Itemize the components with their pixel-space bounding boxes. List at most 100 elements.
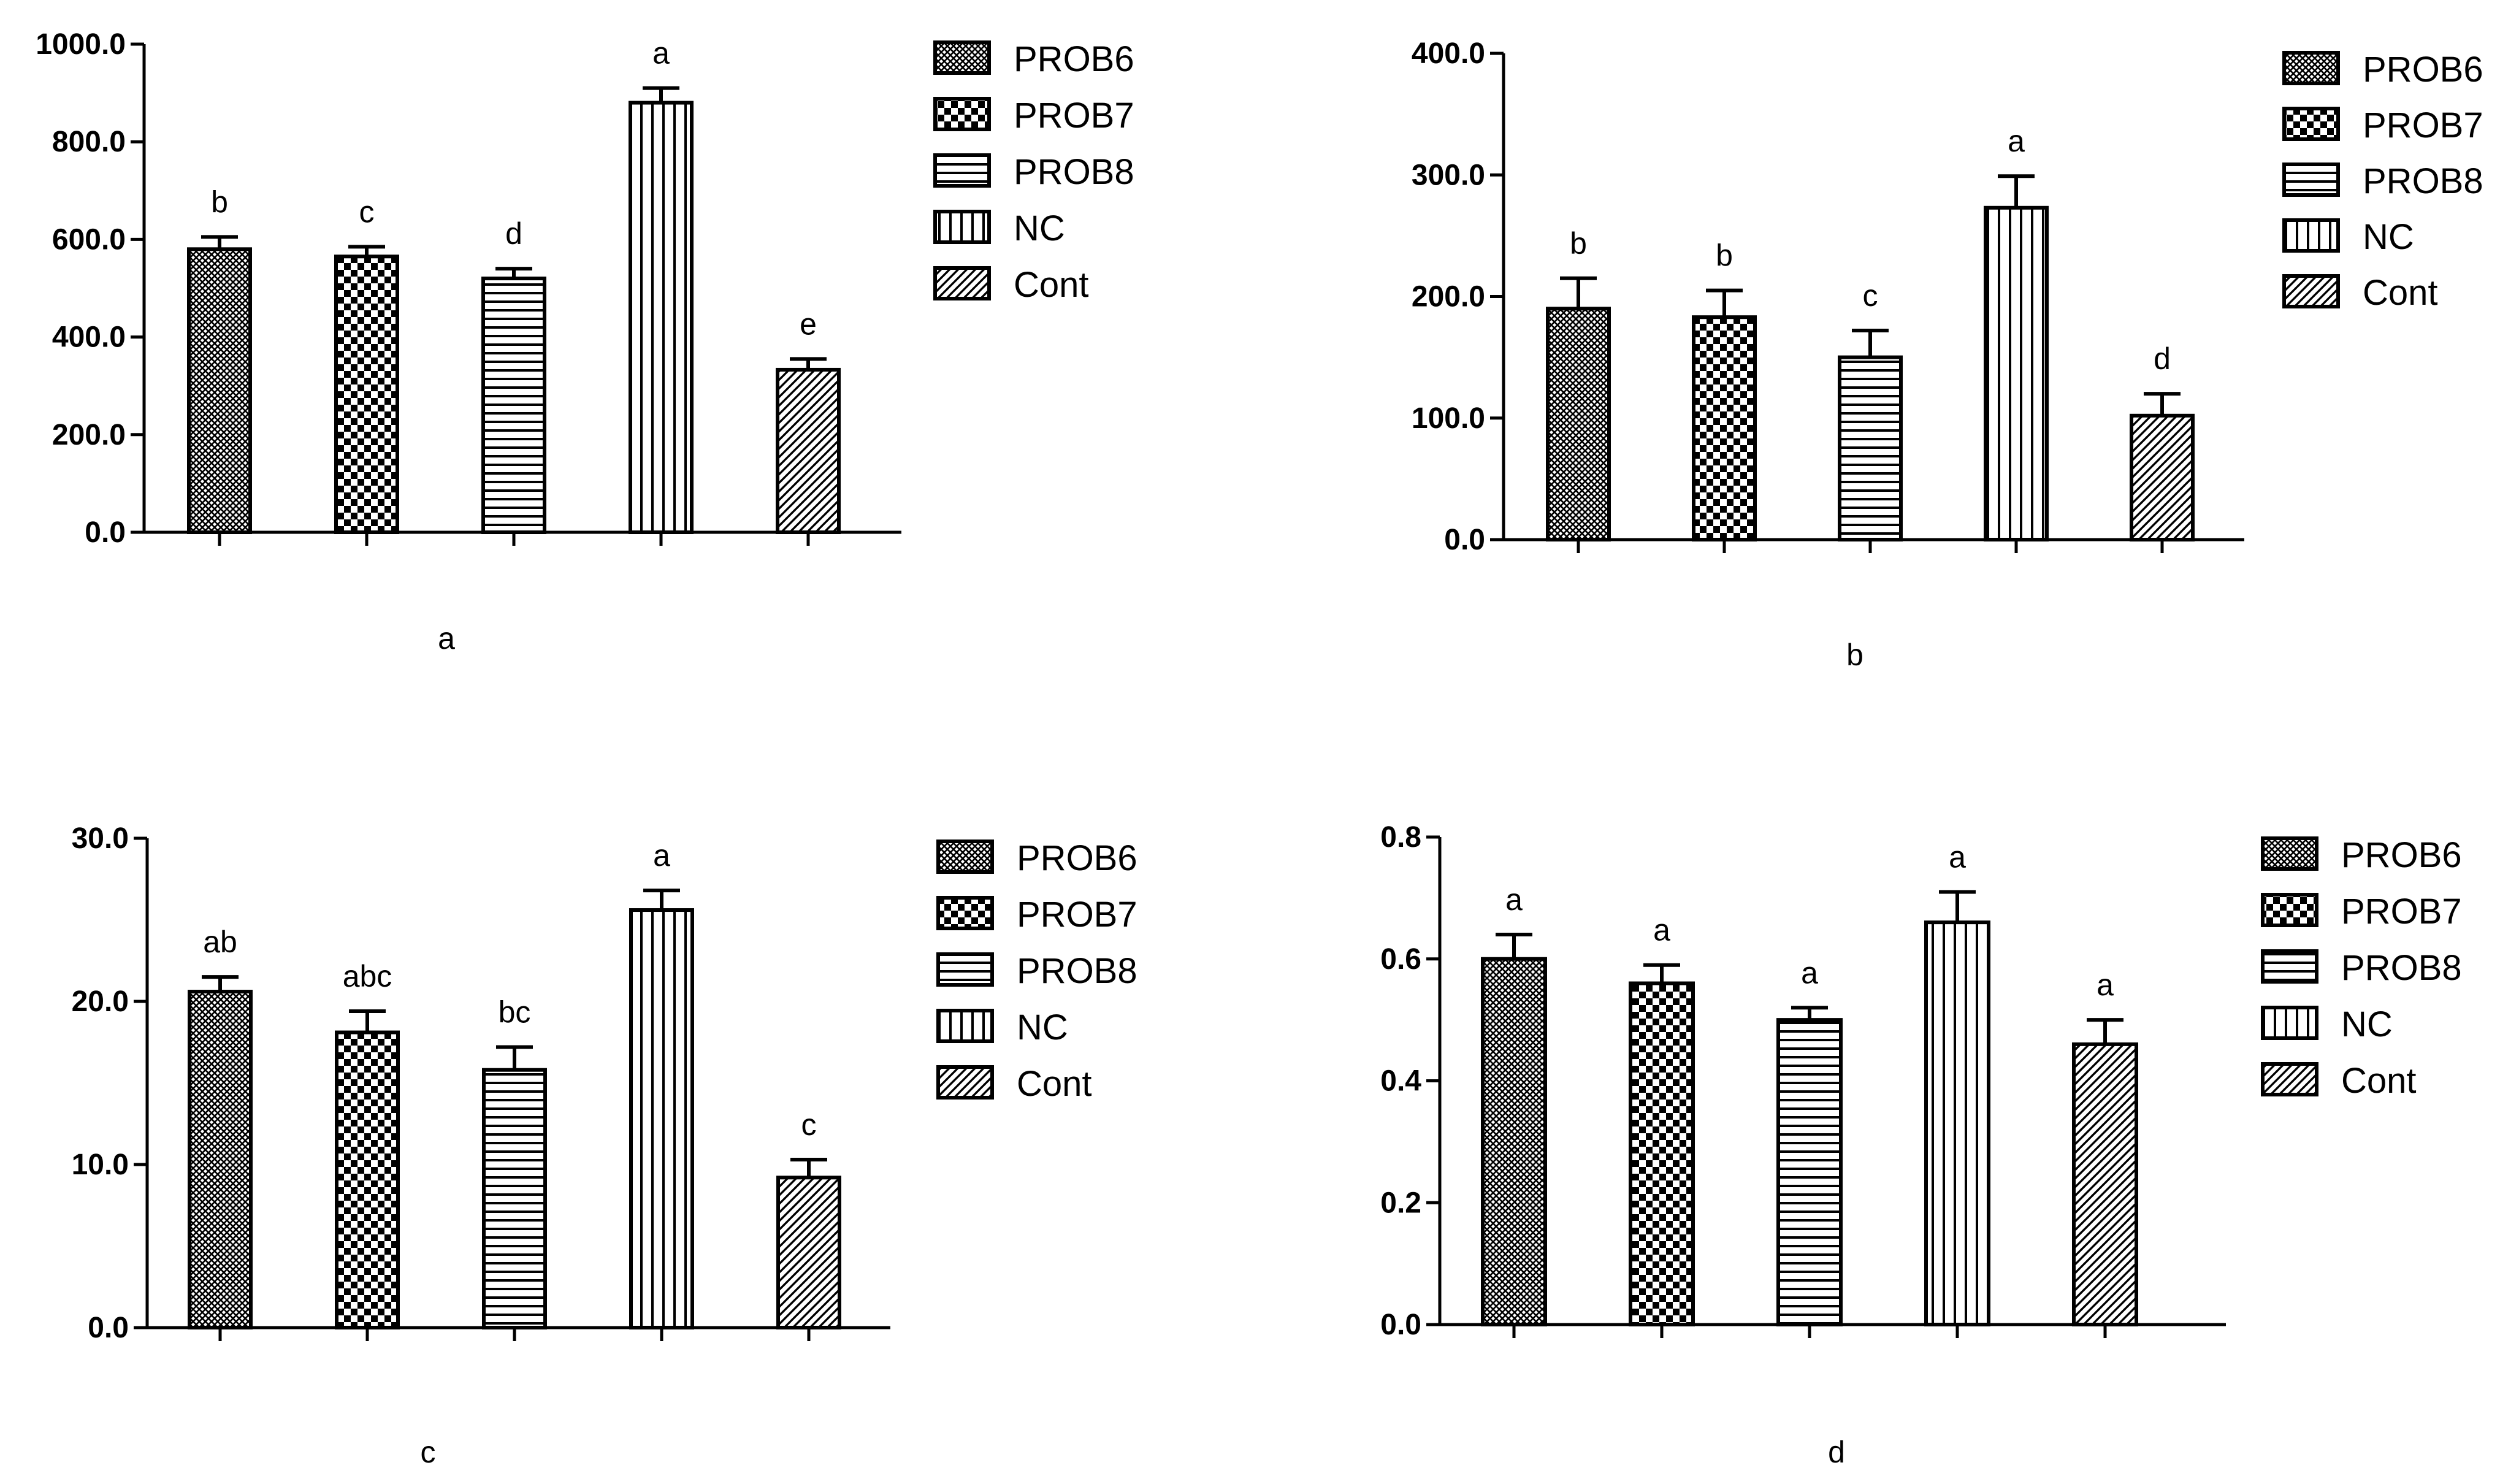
significance-label: d xyxy=(505,216,522,251)
legend-swatch-prob8 xyxy=(936,952,994,987)
y-tick-label: 0.0 xyxy=(1380,1309,1421,1341)
legend-label: NC xyxy=(2341,1004,2393,1044)
bar-prob7 xyxy=(334,254,399,534)
legend-swatch-nc xyxy=(936,1009,994,1043)
panel-caption: d xyxy=(1828,1435,1845,1469)
legend-swatch-prob7 xyxy=(936,896,994,930)
legend-swatch-cont xyxy=(2282,274,2340,308)
legend-label: NC xyxy=(1017,1008,1068,1047)
legend-swatch-cont xyxy=(933,266,991,300)
legend-label: NC xyxy=(1014,208,1065,248)
chart-panel-c: 0.0 10.0 20.0 30.0 ab abc bc a c PROB6 PROB7 PROB8 N… xyxy=(72,822,1137,1469)
legend-swatch-prob7 xyxy=(2282,107,2340,141)
significance-label: a xyxy=(1505,882,1523,917)
legend-swatch-cont xyxy=(936,1065,994,1100)
significance-label: c xyxy=(801,1107,817,1142)
bar-prob7 xyxy=(1629,981,1695,1326)
bar-cont xyxy=(2130,413,2195,541)
bar-nc xyxy=(1984,205,2049,541)
legend-swatch-prob6 xyxy=(2282,51,2340,85)
bar-nc xyxy=(629,908,694,1330)
chart-panel-a: 0.0 200.0 400.0 600.0 800.0 1000.0 b c d a e PROB6 P… xyxy=(36,28,1134,656)
y-tick-label: 20.0 xyxy=(72,985,129,1018)
y-tick-label: 200.0 xyxy=(1412,281,1485,313)
significance-label: d xyxy=(2154,342,2171,376)
legend-label: PROB8 xyxy=(1014,152,1134,192)
bar-prob6 xyxy=(1481,957,1547,1326)
bar-prob8 xyxy=(481,277,546,534)
bar-prob7 xyxy=(335,1030,400,1330)
y-tick-label: 0.6 xyxy=(1380,943,1421,976)
legend-label: PROB7 xyxy=(2363,105,2483,145)
legend-label: Cont xyxy=(1017,1064,1092,1104)
bar-prob8 xyxy=(1838,355,1903,541)
y-tick-label: 0.4 xyxy=(1380,1065,1421,1098)
legend-swatch-prob8 xyxy=(2282,163,2340,197)
legend-swatch-prob6 xyxy=(936,840,994,874)
significance-label: bc xyxy=(499,995,531,1029)
y-tick-label: 0.8 xyxy=(1380,821,1421,854)
bar-prob7 xyxy=(1692,315,1757,541)
y-tick-label: 800.0 xyxy=(52,126,126,158)
legend-label: PROB8 xyxy=(2363,161,2483,201)
y-tick-label: 0.2 xyxy=(1380,1187,1421,1219)
legend-swatch-nc xyxy=(2261,1006,2318,1040)
legend-swatch-prob8 xyxy=(933,153,991,188)
significance-label: a xyxy=(1653,913,1670,947)
legend-label: PROB8 xyxy=(2341,948,2462,988)
legend-label: PROB7 xyxy=(1014,96,1134,136)
bar-prob6 xyxy=(1546,307,1611,541)
bar-cont xyxy=(776,1176,841,1330)
legend-swatch-cont xyxy=(2261,1062,2318,1096)
significance-label: c xyxy=(359,194,375,229)
significance-label: b xyxy=(1570,226,1587,261)
y-tick-label: 30.0 xyxy=(72,822,129,855)
y-tick-label: 10.0 xyxy=(72,1149,129,1181)
significance-label: e xyxy=(800,307,817,341)
bar-prob8 xyxy=(1776,1018,1843,1326)
significance-label: c xyxy=(1863,278,1878,313)
significance-label: a xyxy=(653,838,670,873)
legend-label: PROB6 xyxy=(2341,835,2462,875)
legend-label: PROB7 xyxy=(1017,895,1137,935)
y-tick-label: 100.0 xyxy=(1412,402,1485,435)
chart-panel-d: 0.0 0.2 0.4 0.6 0.8 a a a a a PROB6 PROB7 PROB8 NC Con… xyxy=(1380,821,2461,1469)
legend-swatch-nc xyxy=(933,210,991,244)
y-tick-label: 400.0 xyxy=(52,321,126,354)
y-tick-label: 600.0 xyxy=(52,223,126,256)
bar-nc xyxy=(629,101,694,534)
legend-swatch-prob6 xyxy=(2261,836,2318,871)
panel-caption: b xyxy=(1846,638,1863,672)
y-tick-label: 300.0 xyxy=(1412,159,1485,191)
legend-label: PROB7 xyxy=(2341,892,2462,931)
bar-prob8 xyxy=(482,1068,547,1329)
bar-prob6 xyxy=(187,247,252,534)
legend-label: PROB6 xyxy=(2363,50,2483,90)
legend-label: Cont xyxy=(1014,265,1089,305)
significance-label: a xyxy=(2097,968,2114,1002)
legend-label: Cont xyxy=(2341,1061,2417,1101)
significance-label: a xyxy=(1949,840,1966,874)
legend-label: Cont xyxy=(2363,273,2438,313)
significance-label: a xyxy=(1801,955,1818,990)
y-tick-label: 0.0 xyxy=(85,516,126,549)
legend-swatch-prob6 xyxy=(933,40,991,75)
bar-cont xyxy=(776,367,841,534)
legend-swatch-nc xyxy=(2282,218,2340,253)
bar-prob6 xyxy=(188,990,253,1330)
panel-caption: c xyxy=(421,1435,436,1469)
significance-label: ab xyxy=(203,925,237,959)
legend-label: PROB8 xyxy=(1017,951,1137,991)
bar-cont xyxy=(2072,1042,2138,1326)
chart-panel-b: 0.0 100.0 200.0 300.0 400.0 b b c a d PROB6 PROB7 PR… xyxy=(1412,37,2483,672)
legend-swatch-prob7 xyxy=(933,97,991,131)
significance-label: b xyxy=(1716,239,1733,273)
y-tick-label: 200.0 xyxy=(52,419,126,451)
bar-nc xyxy=(1924,920,1990,1326)
legend-label: PROB6 xyxy=(1014,39,1134,79)
significance-label: b xyxy=(211,185,228,219)
significance-label: a xyxy=(652,36,670,71)
legend-swatch-prob8 xyxy=(2261,949,2318,984)
